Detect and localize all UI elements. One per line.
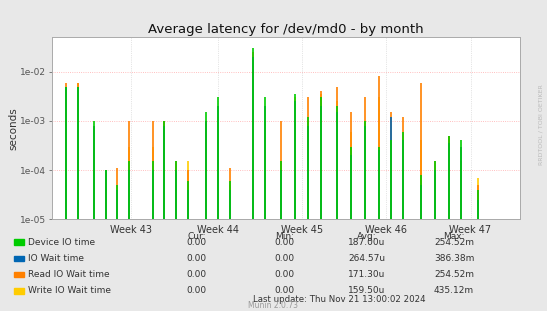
Text: 171.30u: 171.30u [348, 270, 385, 279]
Text: Max:: Max: [443, 232, 465, 241]
Text: Read IO Wait time: Read IO Wait time [28, 270, 109, 279]
Text: 187.00u: 187.00u [348, 238, 385, 247]
Text: 0.00: 0.00 [275, 238, 294, 247]
Text: 254.52m: 254.52m [434, 270, 474, 279]
Text: 0.00: 0.00 [275, 286, 294, 295]
Text: Week 43: Week 43 [110, 225, 153, 234]
Text: 264.57u: 264.57u [348, 254, 385, 263]
Text: 0.00: 0.00 [187, 238, 207, 247]
Text: 0.00: 0.00 [275, 270, 294, 279]
Text: 435.12m: 435.12m [434, 286, 474, 295]
Text: IO Wait time: IO Wait time [28, 254, 84, 263]
Text: 386.38m: 386.38m [434, 254, 474, 263]
Y-axis label: seconds: seconds [9, 107, 19, 150]
Text: RRDTOOL / TOBI OETIKER: RRDTOOL / TOBI OETIKER [538, 84, 543, 165]
Text: Week 46: Week 46 [365, 225, 408, 234]
Text: 159.50u: 159.50u [348, 286, 385, 295]
Text: Week 44: Week 44 [197, 225, 239, 234]
Text: Munin 2.0.73: Munin 2.0.73 [248, 301, 299, 310]
Text: 0.00: 0.00 [187, 286, 207, 295]
Text: 0.00: 0.00 [187, 270, 207, 279]
Text: Avg:: Avg: [357, 232, 376, 241]
Text: Device IO time: Device IO time [28, 238, 95, 247]
Text: 254.52m: 254.52m [434, 238, 474, 247]
Text: 0.00: 0.00 [275, 254, 294, 263]
Text: Week 47: Week 47 [450, 225, 492, 234]
Text: 0.00: 0.00 [187, 254, 207, 263]
Text: Write IO Wait time: Write IO Wait time [28, 286, 111, 295]
Text: Min:: Min: [275, 232, 294, 241]
Text: Week 45: Week 45 [281, 225, 323, 234]
Title: Average latency for /dev/md0 - by month: Average latency for /dev/md0 - by month [148, 23, 423, 36]
Text: Last update: Thu Nov 21 13:00:02 2024: Last update: Thu Nov 21 13:00:02 2024 [253, 295, 426, 304]
Text: Cur:: Cur: [188, 232, 206, 241]
